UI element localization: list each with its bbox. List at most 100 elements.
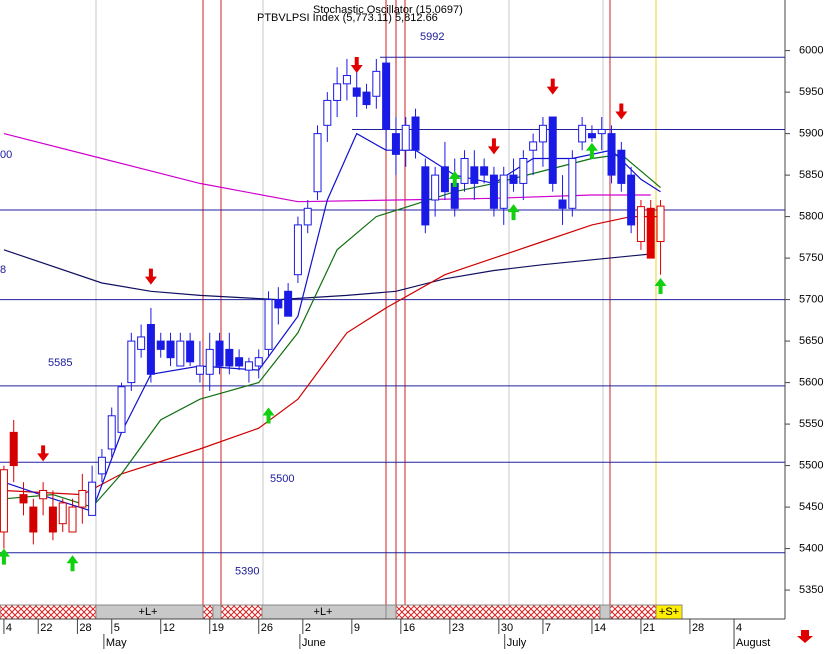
level-label: 5390: [235, 566, 259, 578]
candle-body: [362, 91, 371, 106]
sell-signal: [487, 138, 500, 155]
chart-title: Stochastic Oscillator (15.0697): [313, 4, 463, 16]
candle-body: [401, 124, 410, 151]
candle-body: [352, 87, 361, 97]
ma-line: [3, 153, 661, 508]
candle-body: [617, 149, 626, 184]
candle-body: [9, 431, 18, 467]
x-tick-label: 14: [594, 622, 606, 634]
sell-signal: [37, 445, 50, 462]
candle-body: [450, 182, 459, 209]
candle-body: [264, 299, 273, 350]
band-segment: [599, 604, 611, 620]
y-tick-label: 5950: [799, 86, 823, 98]
candle-body: [107, 415, 116, 450]
x-tick-label: 5: [114, 622, 120, 634]
buy-signal: [0, 548, 10, 565]
y-tick-label: 5650: [799, 335, 823, 347]
x-tick-label: 26: [261, 622, 273, 634]
band-segment: [212, 604, 222, 620]
level-label: 5500: [270, 473, 294, 485]
buy-signal: [262, 407, 275, 424]
y-tick-label: 5750: [799, 252, 823, 264]
candle-body: [244, 361, 253, 371]
candle-body: [323, 99, 332, 126]
candle-body: [509, 174, 518, 184]
candle-body: [460, 158, 469, 184]
band-segment: [0, 604, 97, 620]
sell-signal: [144, 268, 157, 285]
candle-body: [391, 133, 400, 155]
y-tick-label: 5500: [799, 459, 823, 471]
x-tick-label: 28: [79, 622, 91, 634]
candle-body: [19, 494, 28, 504]
month-label: May: [106, 637, 127, 649]
buy-signal: [448, 170, 461, 187]
candle-body: [333, 83, 342, 101]
candle-body: [166, 340, 175, 359]
band-segment: [395, 604, 601, 620]
candle-body: [578, 124, 587, 143]
x-tick-label: 23: [452, 622, 464, 634]
y-tick-label: 5850: [799, 169, 823, 181]
candle-body: [39, 489, 48, 500]
y-tick-label: 5450: [799, 501, 823, 513]
candle-body: [186, 340, 195, 363]
candle-body: [293, 224, 302, 276]
candle-body: [646, 207, 655, 259]
candle-body: [313, 133, 322, 193]
x-tick-label: 22: [40, 622, 52, 634]
chart-subtitle: PTBVLPSI Index (5,773.11) 5,812.66: [257, 12, 438, 24]
level-label: 5992: [420, 31, 444, 43]
y-tick-label: 5400: [799, 542, 823, 554]
candle-body: [58, 502, 67, 525]
candle-body: [597, 128, 606, 135]
level-label: 5585: [48, 357, 72, 369]
candle-body: [411, 116, 420, 151]
x-tick-label: 4: [6, 622, 12, 634]
y-tick-label: 5900: [799, 128, 823, 140]
candle-body: [127, 340, 136, 384]
ma-line: [3, 216, 661, 496]
candle-body: [489, 174, 498, 209]
x-tick-label: 30: [501, 622, 513, 634]
candle-body: [176, 340, 185, 367]
candle-body: [225, 348, 234, 367]
x-tick-label: 4: [736, 622, 742, 634]
y-tick-label: 5550: [799, 418, 823, 430]
candle-body: [284, 290, 293, 317]
x-tick-label: 2: [305, 622, 311, 634]
candle-body: [274, 299, 283, 309]
candle-body: [97, 456, 106, 475]
scroll-arrow[interactable]: [797, 630, 813, 643]
x-tick-label: 16: [403, 622, 415, 634]
y-tick-label: 5800: [799, 211, 823, 223]
candle-body: [568, 158, 577, 209]
candle-body: [627, 174, 636, 226]
edge-label: 00: [0, 149, 12, 161]
candle-body: [538, 124, 547, 143]
buy-signal: [66, 555, 79, 572]
sell-signal: [615, 103, 628, 120]
candle-body: [519, 158, 528, 184]
candle-body: [68, 506, 77, 533]
y-tick-label: 5600: [799, 376, 823, 388]
month-label: June: [302, 637, 326, 649]
candle-body: [0, 469, 8, 533]
candle-body: [137, 336, 146, 350]
candle-body: [235, 357, 244, 367]
x-tick-label: 19: [212, 622, 224, 634]
candle-body: [558, 199, 567, 209]
month-label: July: [507, 637, 527, 649]
band-label: +L+: [314, 606, 333, 618]
candle-body: [656, 205, 665, 243]
buy-signal: [507, 204, 520, 221]
sell-signal: [350, 57, 363, 74]
candle-body: [195, 365, 204, 375]
signal-band: +L+ +L+ +S+: [0, 604, 683, 620]
candle-body: [78, 489, 87, 508]
candle-body: [117, 386, 126, 433]
candle-body: [146, 323, 155, 375]
edge-label: 8: [0, 264, 6, 276]
